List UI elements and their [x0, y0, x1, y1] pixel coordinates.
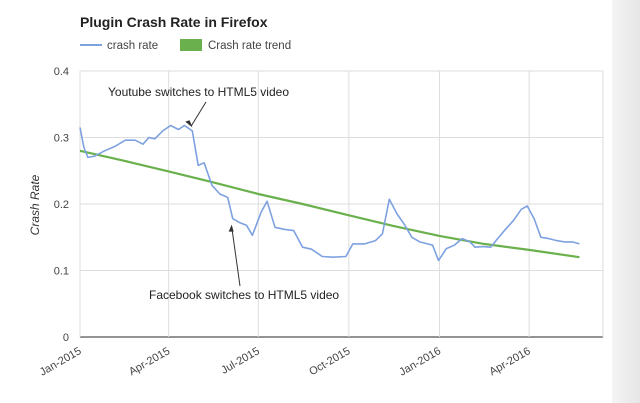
y-tick-label: 0.2	[54, 199, 69, 211]
x-tick-labels: Jan-2015 Apr-2015 Jul-2015 Oct-2015 Jan-2016…	[38, 345, 533, 378]
series-line-crash-rate-trend	[79, 149, 580, 259]
annotation-arrow-youtube	[190, 101, 207, 127]
annotation-youtube: Youtube switches to HTML5 video	[108, 85, 289, 99]
crash-rate-chart: Plugin Crash Rate in Firefox crash rate …	[28, 14, 604, 379]
x-tick-label: Jul-2015	[219, 345, 262, 376]
y-tick-label: 0.3	[54, 133, 69, 145]
legend-swatch-crash-rate-trend	[180, 39, 202, 51]
legend-label-crash-rate: crash rate	[107, 40, 158, 52]
series-line-crash-rate	[79, 124, 580, 262]
x-tick-label: Jan-2015	[38, 345, 84, 378]
x-tick-label: Oct-2015	[307, 345, 352, 378]
annotation-arrowhead-facebook	[228, 224, 234, 232]
x-tick-label: Apr-2015	[127, 345, 172, 378]
legend-label-crash-rate-trend: Crash rate trend	[208, 40, 291, 52]
series-lines	[79, 124, 580, 262]
chart-title: Plugin Crash Rate in Firefox	[80, 14, 268, 30]
x-tick-label: Apr-2016	[487, 345, 532, 378]
y-axis-label: Crash Rate	[28, 174, 42, 235]
x-gridlines	[79, 71, 604, 337]
right-edge-shadow	[612, 0, 640, 403]
y-tick-label: 0.4	[54, 66, 69, 78]
y-tick-label: 0.1	[54, 266, 69, 278]
legend: crash rate Crash rate trend	[80, 39, 291, 52]
y-tick-label: 0	[63, 332, 69, 344]
annotation-arrowhead-youtube	[185, 120, 193, 128]
annotation-arrow-facebook	[231, 226, 241, 287]
y-tick-labels: 0 0.1 0.2 0.3 0.4	[54, 66, 69, 344]
annotation-facebook: Facebook switches to HTML5 video	[149, 288, 339, 302]
y-gridlines	[80, 70, 603, 338]
annotations: Youtube switches to HTML5 video Facebook …	[108, 85, 339, 302]
x-tick-label: Jan-2016	[397, 345, 443, 378]
